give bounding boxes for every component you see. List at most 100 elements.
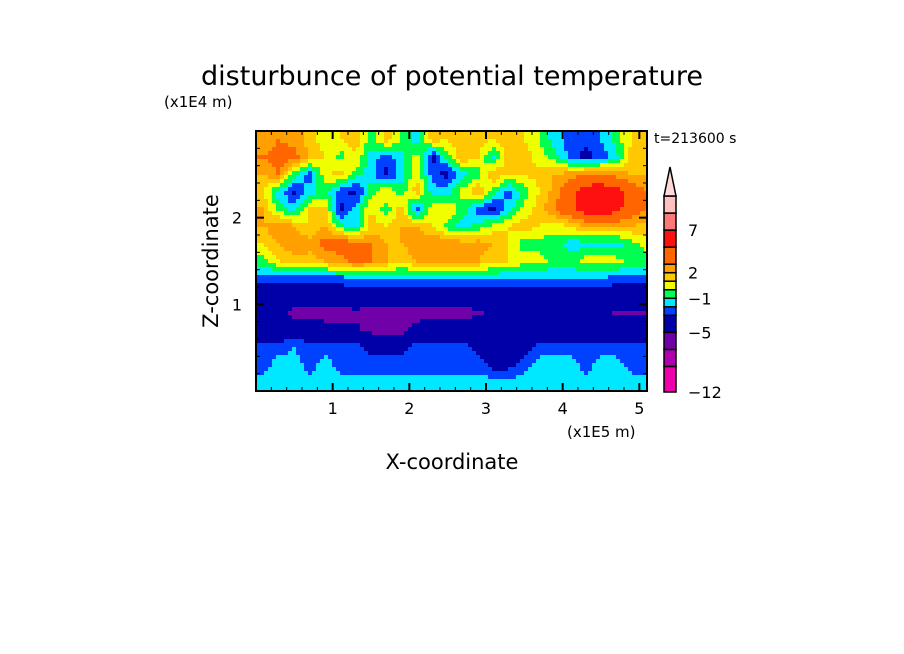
heatmap-cell — [528, 207, 533, 212]
heatmap-cell — [356, 263, 361, 268]
heatmap-cell — [536, 139, 541, 144]
heatmap-cell — [640, 187, 645, 192]
heatmap-cell — [512, 307, 517, 312]
heatmap-cell — [600, 191, 605, 196]
heatmap-cell — [376, 163, 381, 168]
heatmap-cell — [584, 283, 589, 288]
heatmap-cell — [416, 159, 421, 164]
heatmap-cell — [340, 135, 345, 140]
heatmap-cell — [524, 251, 529, 256]
heatmap-cell — [504, 279, 509, 284]
heatmap-cell — [336, 291, 341, 296]
heatmap-cell — [580, 311, 585, 316]
heatmap-cell — [468, 139, 473, 144]
heatmap-cell — [496, 279, 501, 284]
heatmap-cell — [280, 255, 285, 260]
heatmap-cell — [568, 199, 573, 204]
heatmap-cell — [424, 331, 429, 336]
heatmap-cell — [316, 147, 321, 152]
heatmap-cell — [352, 247, 357, 252]
heatmap-cell — [432, 291, 437, 296]
heatmap-cell — [400, 303, 405, 308]
heatmap-cell — [448, 263, 453, 268]
heatmap-cell — [568, 239, 573, 244]
heatmap-cell — [620, 179, 625, 184]
heatmap-cell — [260, 271, 265, 276]
heatmap-cell — [460, 231, 465, 236]
heatmap-cell — [304, 147, 309, 152]
heatmap-cell — [624, 275, 629, 280]
heatmap-cell — [320, 191, 325, 196]
heatmap-cell — [528, 203, 533, 208]
heatmap-cell — [392, 215, 397, 220]
heatmap-cell — [332, 131, 337, 136]
heatmap-cell — [548, 267, 553, 272]
heatmap-cell — [324, 227, 329, 232]
heatmap-cell — [372, 239, 377, 244]
heatmap-cell — [376, 203, 381, 208]
heatmap-cell — [616, 247, 621, 252]
heatmap-cell — [416, 303, 421, 308]
heatmap-cell — [284, 259, 289, 264]
heatmap-cell — [576, 167, 581, 172]
heatmap-cell — [540, 147, 545, 152]
heatmap-cell — [388, 187, 393, 192]
heatmap-cell — [276, 167, 281, 172]
heatmap-cell — [572, 219, 577, 224]
heatmap-cell — [584, 167, 589, 172]
heatmap-cell — [400, 295, 405, 300]
heatmap-cell — [492, 131, 497, 136]
heatmap-cell — [284, 163, 289, 168]
heatmap-cell — [284, 327, 289, 332]
heatmap-cell — [376, 247, 381, 252]
heatmap-cell — [488, 223, 493, 228]
heatmap-cell — [596, 247, 601, 252]
heatmap-cell — [488, 235, 493, 240]
heatmap-cell — [340, 215, 345, 220]
heatmap-cell — [440, 139, 445, 144]
heatmap-cell — [624, 323, 629, 328]
heatmap-cell — [456, 279, 461, 284]
heatmap-cell — [420, 215, 425, 220]
heatmap-cell — [336, 271, 341, 276]
heatmap-cell — [332, 263, 337, 268]
heatmap-cell — [308, 283, 313, 288]
heatmap-cell — [472, 307, 477, 312]
heatmap-cell — [560, 247, 565, 252]
heatmap-cell — [324, 135, 329, 140]
heatmap-cell — [520, 243, 525, 248]
heatmap-cell — [384, 279, 389, 284]
heatmap-cell — [452, 299, 457, 304]
heatmap-cell — [632, 295, 637, 300]
heatmap-cell — [556, 291, 561, 296]
heatmap-cell — [460, 243, 465, 248]
heatmap-cell — [364, 275, 369, 280]
heatmap-cell — [288, 147, 293, 152]
heatmap-cell — [260, 207, 265, 212]
heatmap-cell — [464, 183, 469, 188]
heatmap-cell — [540, 175, 545, 180]
heatmap-cell — [364, 155, 369, 160]
heatmap-cell — [304, 283, 309, 288]
heatmap-cell — [588, 319, 593, 324]
heatmap-cell — [392, 183, 397, 188]
heatmap-cell — [388, 259, 393, 264]
heatmap-cell — [456, 219, 461, 224]
heatmap-cell — [588, 243, 593, 248]
heatmap-cell — [272, 299, 277, 304]
heatmap-cell — [484, 295, 489, 300]
heatmap-cell — [344, 131, 349, 136]
heatmap-cell — [436, 175, 441, 180]
heatmap-cell — [548, 251, 553, 256]
heatmap-cell — [264, 287, 269, 292]
heatmap-cell — [276, 279, 281, 284]
heatmap-cell — [444, 223, 449, 228]
heatmap-cell — [308, 159, 313, 164]
heatmap-cell — [280, 275, 285, 280]
heatmap-cell — [468, 163, 473, 168]
heatmap-cell — [428, 259, 433, 264]
heatmap-cell — [448, 259, 453, 264]
heatmap-cell — [468, 255, 473, 260]
heatmap-cell — [412, 327, 417, 332]
heatmap-cell — [632, 147, 637, 152]
